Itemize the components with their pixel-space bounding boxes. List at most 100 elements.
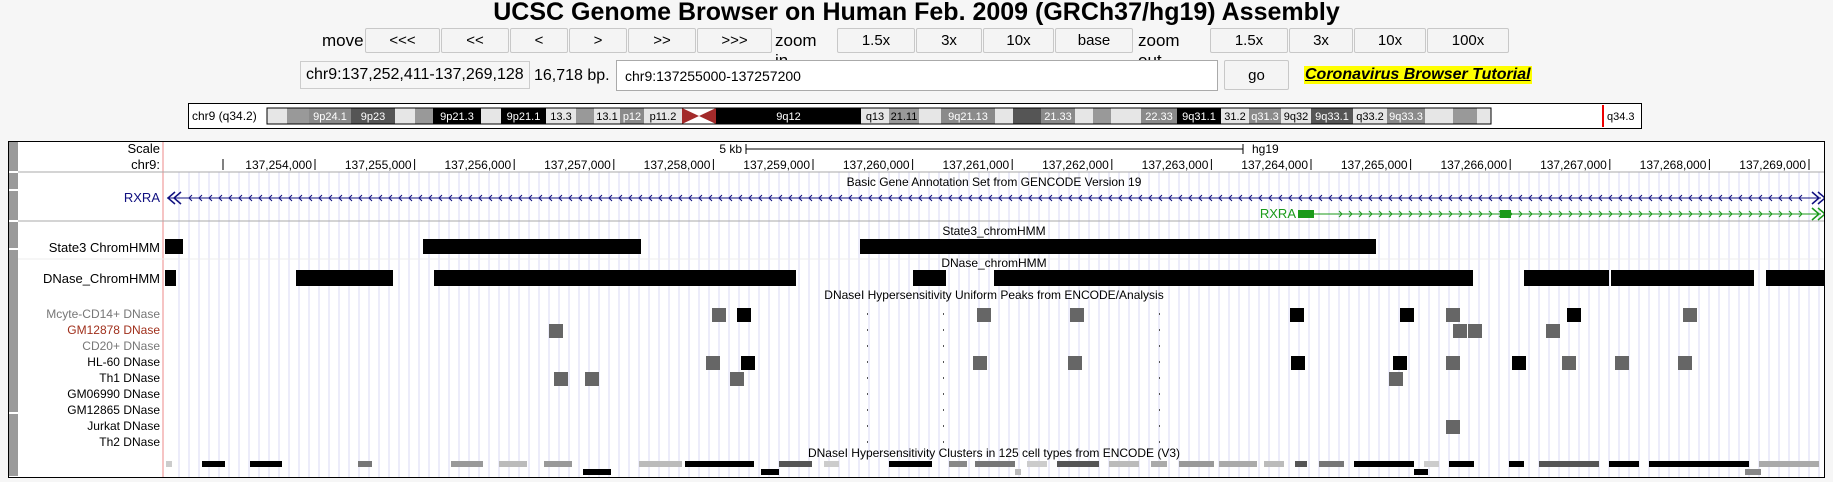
strand-arrow (318, 194, 323, 202)
zoom-in-3x-button[interactable]: 3x (916, 28, 982, 53)
ideogram-band (1013, 108, 1041, 124)
dnase-peak (712, 308, 726, 322)
axis-tick-label: 137,269,000 (1739, 158, 1806, 172)
go-button[interactable]: go (1224, 60, 1289, 90)
strand-arrow (568, 194, 573, 202)
dnase-hmm-segment (165, 270, 176, 286)
chromhmm-segment (423, 239, 641, 254)
gencode-track-title: Basic Gene Annotation Set from GENCODE V… (847, 175, 1142, 189)
ideogram-graphic: chr9 (q34.2) 9p24.1 9p23 9p21.3 9p21.1 13.3 13… (192, 105, 1635, 127)
ideogram-band (1477, 108, 1491, 124)
ideogram-band (1177, 108, 1221, 124)
axis-tick-label: 137,255,000 (345, 158, 412, 172)
strand-arrow (1368, 194, 1373, 202)
chromosome-ideogram[interactable]: chr9 (q34.2) 9p24.1 9p23 9p21.3 9p21.1 13.3 13… (188, 103, 1642, 129)
move-right-far-button[interactable]: >>> (697, 28, 772, 53)
strand-arrow (978, 194, 983, 202)
strand-arrow (1738, 194, 1743, 202)
strand-arrow (488, 194, 493, 202)
ideogram-band (941, 108, 995, 124)
position-search-input[interactable] (616, 60, 1218, 91)
zoom-out-100x-button[interactable]: 100x (1427, 28, 1509, 53)
tutorial-link[interactable]: Coronavirus Browser Tutorial (1304, 66, 1532, 84)
strand-arrow (1088, 194, 1093, 202)
strand-arrow (1708, 210, 1713, 218)
zoom-out-10x-button[interactable]: 10x (1354, 28, 1426, 53)
strand-arrow (1618, 194, 1623, 202)
ideogram-band (1425, 108, 1453, 124)
strand-arrow (1468, 194, 1473, 202)
axis-tick-label: 137,266,000 (1440, 158, 1507, 172)
track-panel: Scale 5 kb hg19 chr9: 137,254,000 137,255,000… (8, 141, 1825, 478)
strand-arrow (948, 194, 953, 202)
strand-arrow (848, 194, 853, 202)
ideogram-band-label: 9q12 (776, 111, 800, 123)
ideogram-band (1311, 108, 1353, 124)
strand-arrow (1378, 194, 1383, 202)
zoom-out-3x-button[interactable]: 3x (1289, 28, 1353, 53)
strand-arrow (1618, 210, 1623, 218)
strand-arrow (708, 194, 713, 202)
strand-arrow (888, 194, 893, 202)
dnase-cluster (451, 461, 483, 467)
dnase-cluster (202, 461, 225, 467)
strand-arrow (448, 194, 453, 202)
dnase-peak (549, 324, 563, 338)
strand-arrow (588, 194, 593, 202)
strand-arrow (1448, 210, 1453, 218)
tracks-graphic[interactable]: Scale 5 kb hg19 chr9: 137,254,000 137,255,000… (9, 142, 1824, 477)
strand-arrow (1068, 194, 1073, 202)
peak-dot (943, 361, 944, 363)
peak-dot (867, 441, 868, 443)
axis-tick-label: 137,259,000 (743, 158, 810, 172)
strand-arrow (1638, 210, 1643, 218)
move-left-button[interactable]: < (510, 28, 568, 53)
dnase-cluster (1509, 461, 1524, 467)
strand-arrow (348, 194, 353, 202)
axis-tick-label: 137,262,000 (1042, 158, 1109, 172)
chrom-label: chr9: (131, 157, 160, 172)
ideogram-band (594, 108, 620, 124)
strand-arrow (1048, 194, 1053, 202)
strand-arrow (808, 194, 813, 202)
zoom-in-base-button[interactable]: base (1055, 28, 1133, 53)
strand-arrow (638, 194, 643, 202)
zoom-out-1-5x-button[interactable]: 1.5x (1210, 28, 1288, 53)
ideogram-chrom-label: chr9 (q34.2) (192, 109, 257, 123)
peak-dot (1159, 441, 1160, 443)
zoom-in-10x-button[interactable]: 10x (983, 28, 1054, 53)
strand-arrow (1118, 194, 1123, 202)
strand-arrow (388, 194, 393, 202)
ideogram-band (395, 108, 415, 124)
dnase-peak (1389, 372, 1403, 386)
strand-arrow (498, 194, 503, 202)
strand-arrow (748, 194, 753, 202)
ideogram-band-label: 9q31.1 (1182, 111, 1216, 123)
strand-arrow (1198, 194, 1203, 202)
strand-arrow (658, 194, 663, 202)
strand-arrow (1598, 194, 1603, 202)
move-left-far-button[interactable]: <<< (365, 28, 440, 53)
peak-dot (943, 425, 944, 427)
ideogram-band (716, 108, 861, 124)
move-right-button[interactable]: > (569, 28, 627, 53)
move-left-mid-button[interactable]: << (441, 28, 509, 53)
dnase-peak (706, 356, 720, 370)
gene2-exon (1298, 210, 1314, 218)
strand-arrow (1148, 194, 1153, 202)
strand-arrow (458, 194, 463, 202)
strand-arrow (1748, 210, 1753, 218)
strand-arrow (1438, 210, 1443, 218)
strand-arrow (1238, 194, 1243, 202)
dnase-peak (1291, 356, 1305, 370)
move-right-mid-button[interactable]: >> (628, 28, 696, 53)
dnase-peak (1446, 308, 1460, 322)
peak-dot (867, 361, 868, 363)
dnase-cluster (779, 461, 812, 467)
strand-arrow (818, 194, 823, 202)
peak-dot (1159, 361, 1160, 363)
track-drag-handle (9, 250, 18, 412)
zoom-in-1-5x-button[interactable]: 1.5x (837, 28, 915, 53)
dnase-peak (730, 372, 744, 386)
state3-track-title: State3_chromHMM (942, 224, 1045, 238)
